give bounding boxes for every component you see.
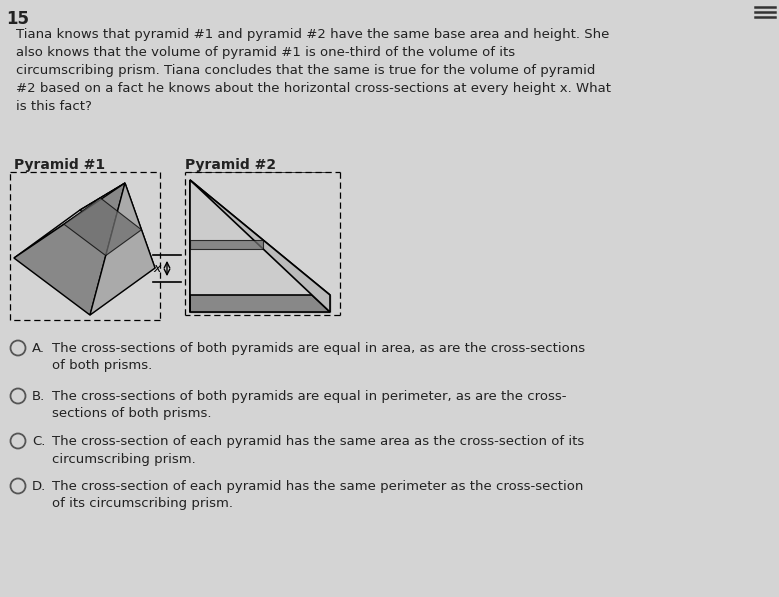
Text: The cross-section of each pyramid has the same area as the cross-section of its
: The cross-section of each pyramid has th… <box>52 435 584 466</box>
Polygon shape <box>14 183 125 315</box>
Polygon shape <box>64 198 142 256</box>
Text: A.: A. <box>32 342 45 355</box>
Polygon shape <box>14 183 125 258</box>
Text: 15: 15 <box>6 10 29 28</box>
Polygon shape <box>190 180 330 312</box>
Text: C.: C. <box>32 435 45 448</box>
Polygon shape <box>190 180 330 312</box>
Polygon shape <box>190 180 330 295</box>
Text: B.: B. <box>32 390 45 403</box>
Polygon shape <box>90 183 155 315</box>
Text: The cross-sections of both pyramids are equal in area, as are the cross-sections: The cross-sections of both pyramids are … <box>52 342 585 373</box>
Polygon shape <box>14 210 155 315</box>
Text: Pyramid #2: Pyramid #2 <box>185 158 276 172</box>
Polygon shape <box>190 295 330 312</box>
Text: The cross-sections of both pyramids are equal in perimeter, as are the cross-
se: The cross-sections of both pyramids are … <box>52 390 566 420</box>
Polygon shape <box>80 183 155 268</box>
Text: Pyramid #1: Pyramid #1 <box>14 158 105 172</box>
Text: The cross-section of each pyramid has the same perimeter as the cross-section
of: The cross-section of each pyramid has th… <box>52 480 583 510</box>
Text: Tiana knows that pyramid #1 and pyramid #2 have the same base area and height. S: Tiana knows that pyramid #1 and pyramid … <box>16 28 611 113</box>
Text: D.: D. <box>32 480 46 493</box>
Text: x: x <box>153 262 161 275</box>
Polygon shape <box>190 240 263 248</box>
